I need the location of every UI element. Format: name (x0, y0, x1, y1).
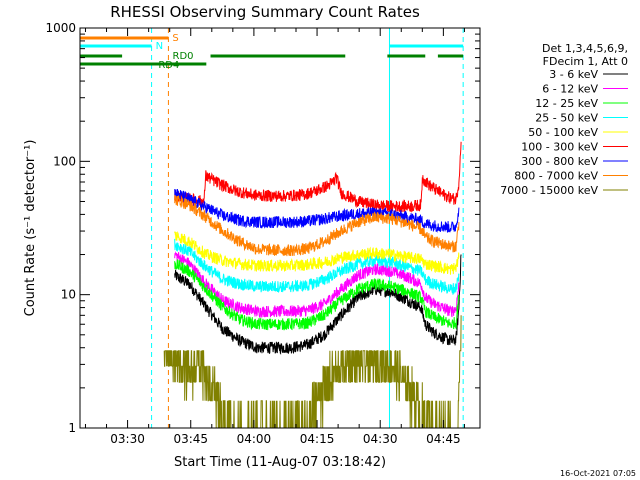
legend-label-2: 12 - 25 keV (535, 97, 598, 110)
flag-label-rd4: RD4 (158, 60, 179, 71)
footer-timestamp: 16-Oct-2021 07:05 (560, 469, 636, 478)
legend-label-4: 50 - 100 keV (528, 126, 598, 139)
legend: Det 1,3,4,5,6,9, FDecim 1, Att 0 3 - 6 k… (500, 42, 628, 197)
x-tick-label-1: 03:45 (173, 432, 208, 446)
y-axis-label: Count Rate (s⁻¹ detector⁻¹) (23, 140, 38, 317)
y-tick-label-3: 1000 (45, 21, 76, 35)
x-tick-label-5: 04:45 (426, 432, 461, 446)
legend-label-8: 7000 - 15000 keV (500, 184, 598, 197)
series-line-3 (174, 238, 460, 295)
series-line-7 (174, 195, 460, 257)
flag-label-s: S (172, 33, 178, 44)
legend-label-6: 300 - 800 keV (521, 155, 598, 168)
x-tick-label-4: 04:30 (363, 432, 398, 446)
legend-label-7: 800 - 7000 keV (514, 170, 598, 183)
series-group (163, 141, 462, 429)
series-line-1 (174, 251, 460, 318)
legend-label-0: 3 - 6 keV (549, 68, 598, 81)
legend-label-1: 6 - 12 keV (542, 83, 598, 96)
plot-frame (79, 27, 481, 429)
legend-header-line-1: Det 1,3,4,5,6,9, (542, 42, 628, 55)
x-tick-label-0: 03:30 (110, 432, 145, 446)
flag-label-n: N (156, 41, 163, 52)
series-line-6 (174, 188, 460, 233)
series-line-8 (163, 315, 462, 429)
legend-label-3: 25 - 50 keV (535, 112, 598, 125)
series-line-5 (174, 141, 462, 213)
y-tick-label-1: 10 (61, 288, 76, 302)
chart-title: RHESSI Observing Summary Count Rates (110, 3, 420, 21)
legend-label-5: 100 - 300 keV (521, 141, 598, 154)
legend-header-line-2: FDecim 1, Att 0 (543, 55, 628, 68)
flag-label-rd0: RD0 (173, 51, 194, 62)
x-axis-label: Start Time (11-Aug-07 03:18:42) (174, 455, 386, 470)
y-axis: 1 10 100 1000 (45, 21, 480, 435)
series-line-2 (174, 259, 460, 331)
x-tick-label-2: 04:00 (237, 432, 272, 446)
series-line-4 (174, 231, 460, 275)
y-tick-label-2: 100 (53, 154, 76, 168)
series-line-0 (174, 254, 462, 355)
y-tick-label-0: 1 (68, 421, 76, 435)
x-tick-label-3: 04:15 (300, 432, 335, 446)
x-axis: 03:30 03:45 04:00 04:15 04:30 04:45 (84, 28, 465, 446)
